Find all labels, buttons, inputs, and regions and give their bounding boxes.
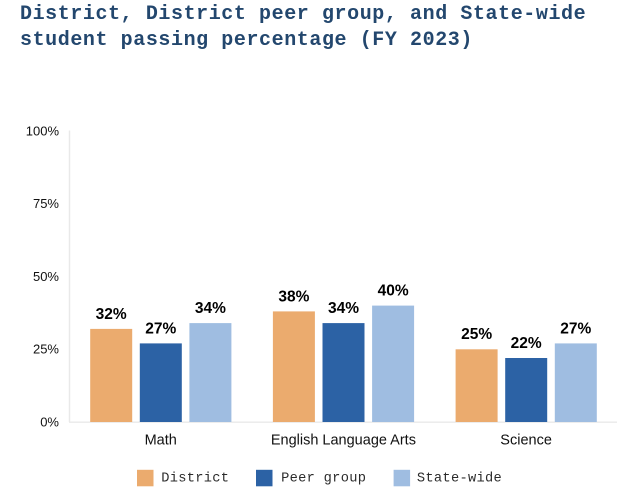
svg-text:District, District peer group,: District, District peer group, and State… bbox=[20, 3, 586, 26]
svg-text:25%: 25% bbox=[33, 342, 59, 357]
svg-text:State-wide: State-wide bbox=[417, 471, 502, 486]
svg-text:34%: 34% bbox=[328, 300, 359, 317]
svg-text:Peer group: Peer group bbox=[281, 471, 366, 486]
svg-text:38%: 38% bbox=[278, 288, 309, 305]
svg-text:22%: 22% bbox=[511, 335, 542, 352]
svg-text:40%: 40% bbox=[378, 283, 409, 300]
svg-text:27%: 27% bbox=[145, 320, 176, 337]
svg-text:student passing percentage (FY: student passing percentage (FY 2023) bbox=[20, 29, 473, 52]
svg-text:Science: Science bbox=[500, 433, 552, 449]
svg-text:Math: Math bbox=[145, 433, 177, 449]
svg-text:50%: 50% bbox=[33, 269, 59, 284]
svg-text:English Language Arts: English Language Arts bbox=[271, 433, 416, 449]
svg-text:District: District bbox=[161, 471, 229, 486]
svg-text:100%: 100% bbox=[26, 123, 60, 138]
svg-text:27%: 27% bbox=[560, 320, 591, 337]
svg-text:25%: 25% bbox=[461, 326, 492, 343]
svg-text:75%: 75% bbox=[33, 196, 59, 211]
svg-text:0%: 0% bbox=[40, 414, 59, 429]
svg-text:32%: 32% bbox=[96, 306, 127, 323]
svg-text:34%: 34% bbox=[195, 300, 226, 317]
